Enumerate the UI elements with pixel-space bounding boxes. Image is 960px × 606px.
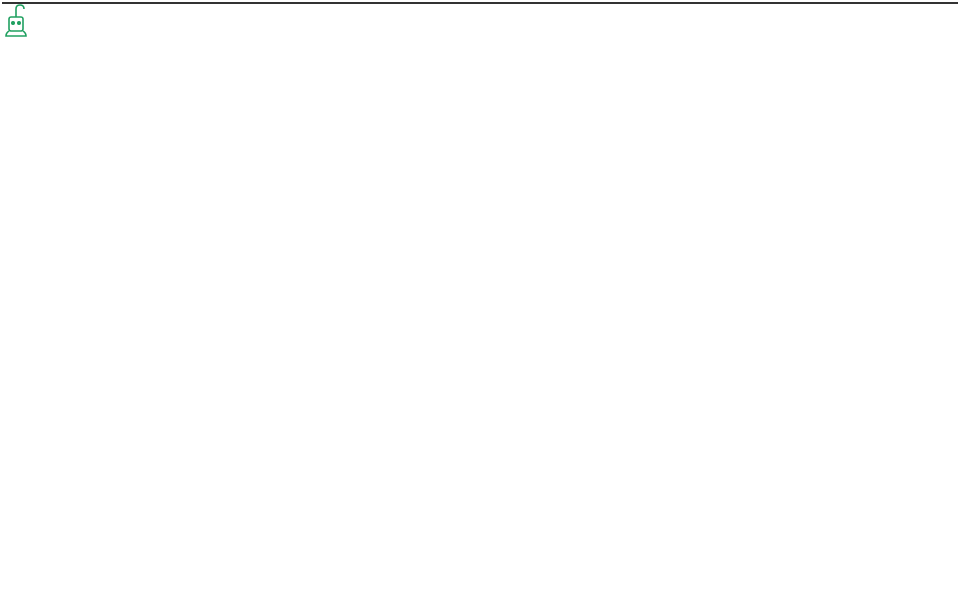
org-chart-canvas [2,2,958,4]
university-logo [3,3,35,37]
logo-icon [3,3,29,37]
connector-lines [3,3,303,153]
